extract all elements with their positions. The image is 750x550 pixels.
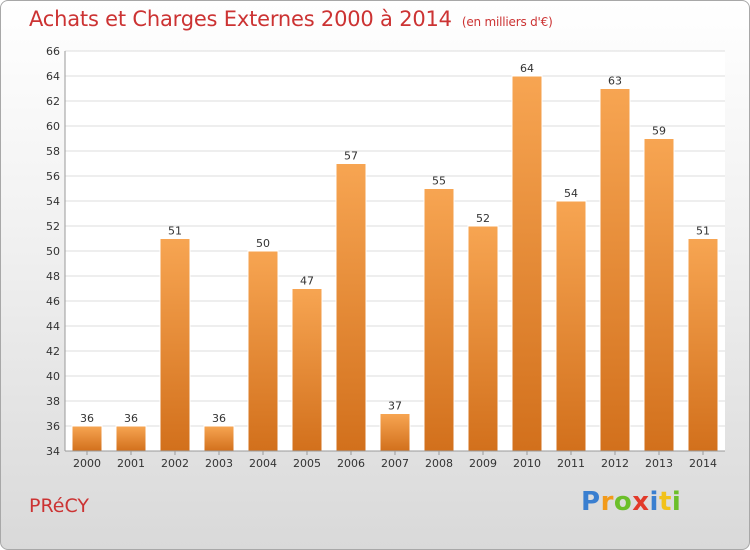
data-label-2004: 50 [256,237,270,250]
bar-2010 [511,75,543,452]
x-tick-label-2007: 2007 [381,457,409,470]
bar-2014 [687,238,719,452]
data-label-2013: 59 [652,125,666,138]
bar-2013 [643,138,675,452]
x-tick-label-2011: 2011 [557,457,585,470]
y-tick-label: 44 [46,320,60,333]
logo-letter: t [658,487,672,517]
logo-letter: i [671,487,682,517]
proxiti-logo: Proxiti [581,487,681,517]
x-tick-label-2002: 2002 [161,457,189,470]
y-tick-label: 56 [46,170,60,183]
y-tick-label: 38 [46,395,60,408]
y-tick-label: 64 [46,70,60,83]
bar-2002 [159,238,191,452]
data-label-2005: 47 [300,275,314,288]
y-tick-label: 42 [46,345,60,358]
logo-letter: r [600,487,614,517]
bar-2004 [247,250,279,452]
x-tick-label-2005: 2005 [293,457,321,470]
data-label-2011: 54 [564,187,578,200]
bar-2011 [555,200,587,452]
bars: 36 36 51 36 50 47 57 37 55 52 64 54 63 59 51 [71,62,719,452]
data-label-2012: 63 [608,75,622,88]
x-tick-label-2004: 2004 [249,457,277,470]
logo-letter: x [632,487,650,517]
y-tick-label: 34 [46,445,60,458]
y-tick-label: 62 [46,95,60,108]
bar-2008 [423,188,455,452]
y-tick-label: 36 [46,420,60,433]
data-label-2001: 36 [124,412,138,425]
title-unit: (en milliers d'€) [461,15,553,29]
y-axis: 34 36 38 40 42 44 46 48 50 52 54 56 58 60 62 64 66 [46,45,66,458]
x-tick-label-2008: 2008 [425,457,453,470]
data-label-2000: 36 [80,412,94,425]
logo-letter: o [613,487,633,517]
x-tick-label-2010: 2010 [513,457,541,470]
y-tick-label: 58 [46,145,60,158]
x-tick-label-2013: 2013 [645,457,673,470]
chart-title: Achats et Charges Externes 2000 à 2014 (e… [29,7,553,31]
bar-2001 [115,425,147,452]
y-tick-label: 54 [46,195,60,208]
x-tick-label-2014: 2014 [689,457,717,470]
bar-2005 [291,288,323,452]
data-label-2007: 37 [388,400,402,413]
x-tick-label-2012: 2012 [601,457,629,470]
bar-2000 [71,425,103,452]
y-tick-label: 66 [46,45,60,58]
data-label-2010: 64 [520,62,534,75]
y-tick-label: 50 [46,245,60,258]
data-label-2008: 55 [432,175,446,188]
title-text: Achats et Charges Externes 2000 à 2014 [29,7,452,31]
x-tick-label-2006: 2006 [337,457,365,470]
bar-2007 [379,413,411,452]
bar-2003 [203,425,235,452]
x-tick-label-2001: 2001 [117,457,145,470]
data-label-2006: 57 [344,150,358,163]
y-tick-label: 48 [46,270,60,283]
y-tick-label: 52 [46,220,60,233]
y-tick-label: 60 [46,120,60,133]
x-tick-label-2003: 2003 [205,457,233,470]
data-label-2002: 51 [168,225,182,238]
data-label-2014: 51 [696,225,710,238]
data-label-2009: 52 [476,212,490,225]
city-name: PRéCY [29,495,90,517]
bar-2009 [467,225,499,452]
data-label-2003: 36 [212,412,226,425]
bar-2012 [599,88,631,452]
x-tick-label-2000: 2000 [73,457,101,470]
y-tick-label: 40 [46,370,60,383]
y-tick-label: 46 [46,295,60,308]
x-axis: 2000 2001 2002 2003 2004 2005 2006 2007 2008 2009… [65,450,725,470]
bar-2006 [335,163,367,452]
x-tick-label-2009: 2009 [469,457,497,470]
logo-letter: i [649,487,659,517]
logo-letter: P [581,487,601,517]
